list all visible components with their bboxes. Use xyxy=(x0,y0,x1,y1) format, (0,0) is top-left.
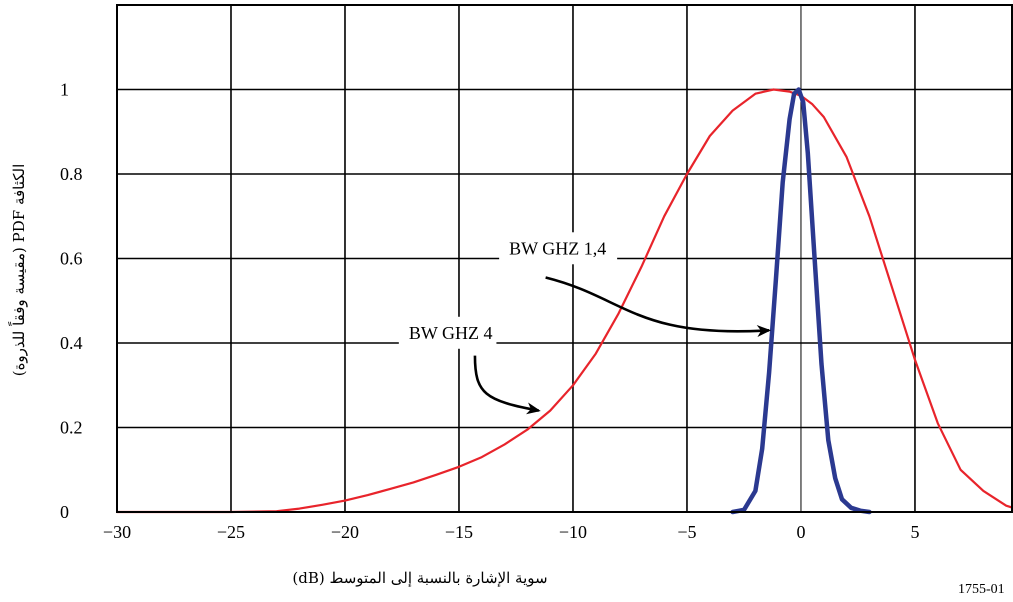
series-group xyxy=(115,87,1013,515)
x-tick-label-0: −30 xyxy=(103,522,131,542)
y-tick-label-4: 0.8 xyxy=(60,164,83,184)
x-axis-label: سوية الإشارة بالنسبة إلى المتوسط (dB) xyxy=(292,569,547,587)
y-tick-label-0: 0 xyxy=(60,502,69,522)
y-tick-label-3: 0.6 xyxy=(60,249,83,269)
annotation-arrow-0 xyxy=(545,276,772,338)
tick-labels: −30 −25 −20 −15 −10 −5 0 5 0 0.2 0.4 0.6 0.8 1 xyxy=(60,80,919,543)
annotations: BW GHZ 1,4 BW GHZ 4 xyxy=(398,232,772,415)
x-tick-label-2: −20 xyxy=(331,522,359,542)
annotation-label-0: BW GHZ 1,4 xyxy=(509,238,606,258)
annotation-label-1: BW GHZ 4 xyxy=(409,323,493,343)
x-tick-label-4: −10 xyxy=(559,522,587,542)
plot-frame xyxy=(116,4,1013,513)
x-tick-label-6: 0 xyxy=(796,522,805,542)
x-tick-label-1: −25 xyxy=(217,522,245,542)
y-tick-label-2: 0.4 xyxy=(60,333,83,353)
x-tick-label-7: 5 xyxy=(910,522,919,542)
annotation-arrow-1 xyxy=(473,355,541,415)
y-axis-label: الكثافة PDF (مقيسة وفقاً للذروة) xyxy=(8,164,28,377)
y-tick-label-5: 1 xyxy=(60,80,69,100)
annotation-bg-0 xyxy=(499,232,618,265)
series-line-0 xyxy=(115,88,1013,514)
y-tick-label-1: 0.2 xyxy=(60,418,83,438)
annotation-bg-1 xyxy=(398,316,497,349)
x-tick-label-3: −15 xyxy=(445,522,473,542)
x-tick-label-5: −5 xyxy=(677,522,696,542)
series-line-1 xyxy=(730,87,872,515)
figure-id: 1755-01 xyxy=(958,582,1005,597)
